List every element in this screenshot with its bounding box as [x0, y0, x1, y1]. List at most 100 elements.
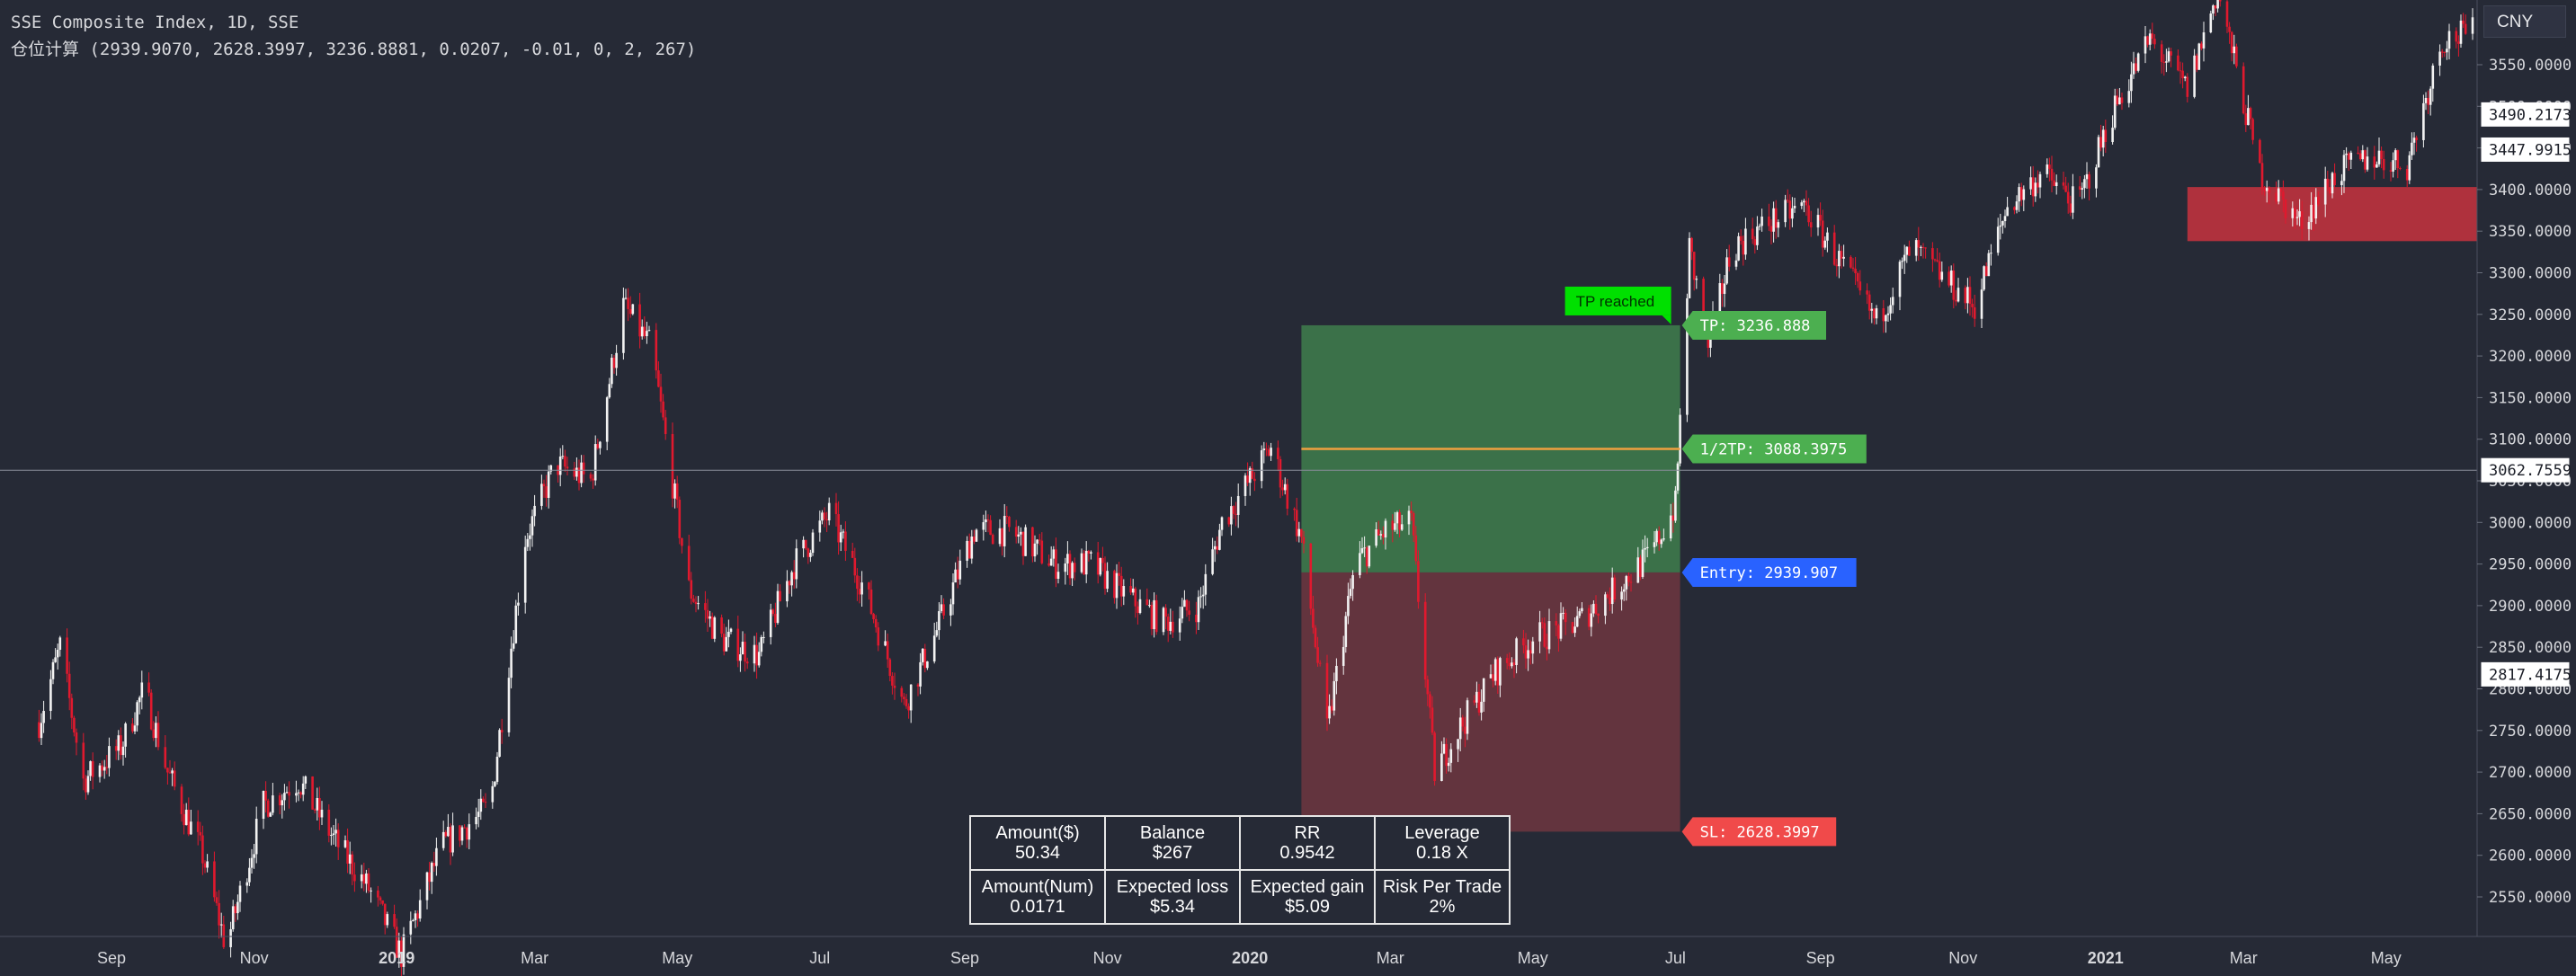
- candle-body: [463, 827, 466, 829]
- candle-body: [722, 634, 726, 652]
- candle-body: [1410, 510, 1413, 514]
- candle-body: [1692, 252, 1696, 280]
- candle: [1838, 244, 1841, 279]
- candle-body: [254, 819, 258, 855]
- candle: [103, 759, 106, 779]
- candle: [2279, 188, 2283, 197]
- candle-body: [441, 831, 445, 848]
- candle-body: [136, 702, 138, 726]
- candle-body: [2429, 88, 2432, 105]
- candle-body: [1492, 674, 1494, 681]
- candle: [888, 657, 892, 682]
- candle-body: [2048, 164, 2051, 169]
- candle: [1347, 582, 1350, 625]
- candle: [1360, 537, 1364, 555]
- candle-body: [468, 824, 471, 840]
- candle-body: [1172, 621, 1174, 633]
- candle: [557, 465, 559, 483]
- candle-body: [827, 502, 831, 521]
- candle: [1316, 636, 1319, 667]
- candle-body: [283, 793, 286, 801]
- candle-body: [196, 821, 200, 832]
- candle-body: [1604, 594, 1607, 617]
- currency-button[interactable]: CNY: [2483, 5, 2566, 38]
- candle: [201, 825, 204, 875]
- candle-body: [834, 502, 838, 515]
- candle: [381, 900, 384, 906]
- candle-body: [1921, 246, 1925, 248]
- candle-body: [839, 532, 842, 543]
- candle-body: [2249, 108, 2252, 120]
- candle: [1756, 216, 1759, 251]
- candle-body: [2443, 51, 2447, 53]
- candle: [67, 661, 71, 711]
- candle-body: [1578, 611, 1582, 617]
- candle: [1980, 278, 1983, 329]
- candle-body: [1644, 548, 1646, 550]
- candle-body: [2412, 138, 2416, 143]
- candle: [1138, 589, 1142, 615]
- candle-body: [1662, 538, 1665, 540]
- candle: [564, 449, 566, 472]
- candle-body: [985, 519, 987, 523]
- candle-body: [647, 330, 651, 332]
- candle-body: [183, 813, 185, 826]
- candle: [1103, 556, 1107, 595]
- candle-body: [1873, 308, 1876, 319]
- candle-body: [297, 792, 300, 794]
- candle-body: [2001, 221, 2004, 226]
- candle: [425, 871, 429, 909]
- candle-body: [1347, 596, 1350, 617]
- candle: [236, 894, 239, 920]
- candle: [935, 621, 939, 638]
- candle-body: [201, 835, 204, 864]
- candle: [1477, 684, 1481, 716]
- candle-body: [1181, 607, 1184, 619]
- candle-body: [2399, 168, 2402, 170]
- candle-body: [1131, 588, 1135, 593]
- candle: [444, 830, 448, 838]
- candle: [1629, 573, 1633, 592]
- candle-body: [2284, 199, 2287, 218]
- candle: [1150, 601, 1154, 635]
- candle: [108, 737, 111, 776]
- candle-body: [1195, 615, 1198, 623]
- candle: [655, 323, 658, 379]
- candle: [2411, 132, 2413, 160]
- candle-body: [386, 914, 389, 926]
- candle-body: [2277, 188, 2280, 202]
- candle: [998, 519, 1002, 547]
- candle: [1515, 636, 1518, 674]
- candle-body: [1803, 200, 1805, 203]
- candle-body: [1449, 749, 1453, 763]
- candle: [301, 776, 305, 802]
- candle-body: [418, 900, 422, 919]
- candle-body: [709, 616, 711, 619]
- candle-body: [2259, 139, 2261, 164]
- candle-body: [2235, 46, 2238, 67]
- candle: [1262, 441, 1266, 464]
- candle: [547, 465, 550, 509]
- candle-body: [856, 575, 859, 590]
- candle-body: [2329, 187, 2331, 194]
- candle: [2457, 35, 2460, 57]
- candle-body: [155, 723, 157, 739]
- candle-body: [334, 830, 337, 834]
- candle-body: [1555, 621, 1558, 626]
- candle: [1803, 199, 1805, 213]
- candle-body: [1917, 240, 1921, 248]
- candle-body: [250, 857, 254, 868]
- candle-body: [1024, 527, 1027, 556]
- candle: [853, 547, 857, 583]
- candle-body: [206, 861, 209, 868]
- candle: [1816, 208, 1820, 236]
- candle-body: [1511, 662, 1513, 667]
- candle: [1083, 550, 1085, 575]
- candle: [56, 643, 59, 670]
- candle: [1033, 535, 1037, 563]
- time-tick-label: May: [2371, 949, 2402, 967]
- candle-body: [2298, 211, 2301, 217]
- candle-body: [281, 800, 284, 806]
- info-cell-leverage: Leverage 0.18 X: [1374, 815, 1511, 871]
